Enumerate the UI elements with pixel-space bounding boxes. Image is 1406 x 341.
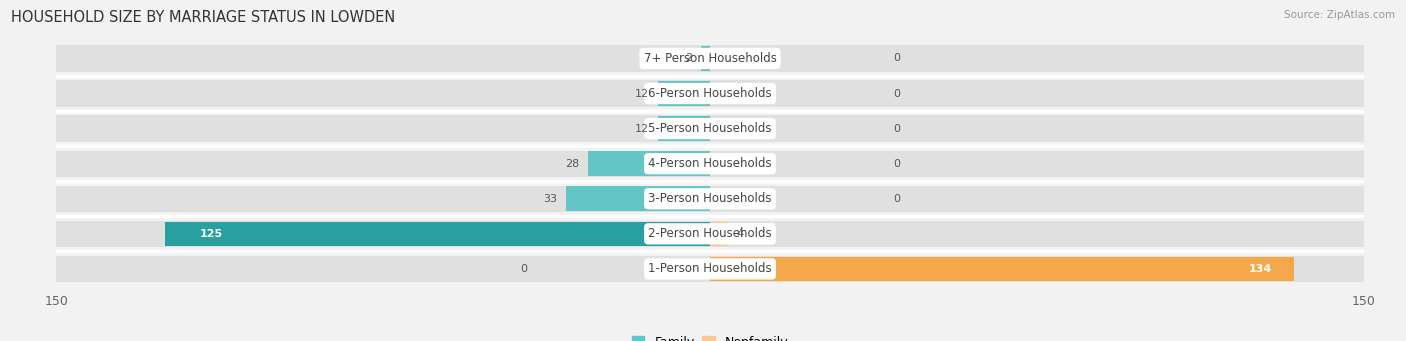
Text: 4: 4 — [737, 229, 744, 239]
Text: 33: 33 — [544, 194, 558, 204]
Text: 0: 0 — [893, 123, 900, 134]
Text: 0: 0 — [893, 89, 900, 99]
Bar — [710, 257, 1294, 281]
Text: Source: ZipAtlas.com: Source: ZipAtlas.com — [1284, 10, 1395, 20]
Bar — [658, 81, 710, 106]
Text: 6-Person Households: 6-Person Households — [648, 87, 772, 100]
Legend: Family, Nonfamily: Family, Nonfamily — [627, 331, 793, 341]
Bar — [56, 221, 1364, 247]
Bar — [56, 80, 1364, 107]
Text: 4-Person Households: 4-Person Households — [648, 157, 772, 170]
Text: 7+ Person Households: 7+ Person Households — [644, 52, 776, 65]
Bar — [56, 256, 1364, 282]
Text: 2-Person Households: 2-Person Households — [648, 227, 772, 240]
Bar — [56, 116, 1364, 142]
Text: 12: 12 — [636, 89, 650, 99]
Bar — [56, 150, 1364, 177]
Text: 0: 0 — [893, 54, 900, 63]
Text: 28: 28 — [565, 159, 579, 169]
Text: 5-Person Households: 5-Person Households — [648, 122, 772, 135]
Text: 134: 134 — [1249, 264, 1272, 274]
Bar — [702, 46, 710, 71]
Bar — [658, 116, 710, 141]
Text: 0: 0 — [893, 194, 900, 204]
Text: 1-Person Households: 1-Person Households — [648, 263, 772, 276]
Text: 0: 0 — [520, 264, 527, 274]
Bar — [56, 45, 1364, 72]
Bar — [710, 222, 727, 246]
Text: 125: 125 — [200, 229, 224, 239]
Bar — [567, 187, 710, 211]
Bar — [588, 151, 710, 176]
Text: 3-Person Households: 3-Person Households — [648, 192, 772, 205]
Text: 2: 2 — [686, 54, 693, 63]
Bar — [56, 186, 1364, 212]
Text: 0: 0 — [893, 159, 900, 169]
Text: 12: 12 — [636, 123, 650, 134]
Text: HOUSEHOLD SIZE BY MARRIAGE STATUS IN LOWDEN: HOUSEHOLD SIZE BY MARRIAGE STATUS IN LOW… — [11, 10, 395, 25]
Bar — [165, 222, 710, 246]
